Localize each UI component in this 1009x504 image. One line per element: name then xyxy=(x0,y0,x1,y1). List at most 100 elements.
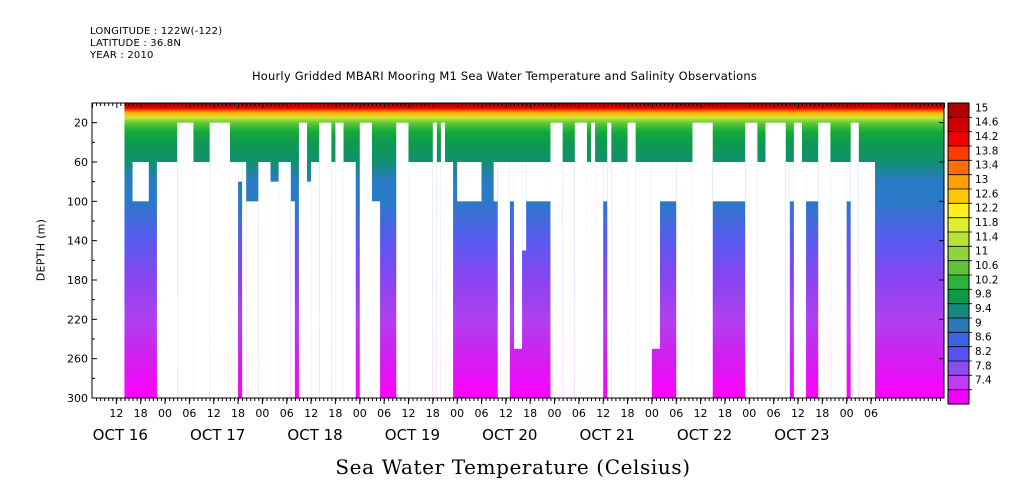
missing-data-gap xyxy=(513,162,523,349)
x-tick-label: 00 xyxy=(158,407,172,420)
missing-data-gap xyxy=(789,162,794,202)
missing-data-gap xyxy=(635,162,652,398)
x-axis-title: Sea Water Temperature (Celsius) xyxy=(335,455,691,479)
missing-data-gap xyxy=(343,162,356,398)
missing-data-gap xyxy=(311,162,320,398)
missing-data-gap xyxy=(627,122,636,399)
missing-data-gap xyxy=(522,162,527,251)
colorbar-label: 12.6 xyxy=(975,188,999,200)
colorbar-swatch xyxy=(948,160,969,176)
y-tick-label: 260 xyxy=(67,353,88,366)
missing-data-gap xyxy=(757,162,766,398)
chart-title: Hourly Gridded MBARI Mooring M1 Sea Wate… xyxy=(251,69,758,83)
longitude-label: LONGITUDE : 122W(-122) xyxy=(90,26,223,37)
colorbar-swatch xyxy=(948,303,969,319)
year-label: YEAR : 2010 xyxy=(90,50,154,61)
x-tick-label: 12 xyxy=(401,407,415,420)
missing-data-gap xyxy=(765,122,786,399)
colorbar-swatch xyxy=(948,232,969,247)
missing-data-gap xyxy=(242,162,247,398)
x-tick-label: 00 xyxy=(742,407,756,420)
colorbar-swatch xyxy=(948,318,969,333)
x-tick-label: 06 xyxy=(377,407,391,420)
missing-data-gap xyxy=(493,162,498,202)
missing-data-gap xyxy=(229,162,239,398)
colorbar-swatch xyxy=(948,189,969,204)
missing-data-gap xyxy=(509,162,514,202)
missing-data-gap xyxy=(793,122,802,399)
x-tick-label: 18 xyxy=(621,407,635,420)
colorbar-label: 14.6 xyxy=(975,117,999,129)
colorbar-label: 11.8 xyxy=(975,217,998,229)
x-tick-label: 06 xyxy=(280,407,294,420)
x-day-label: OCT 22 xyxy=(677,426,732,444)
colorbar-label: 7.8 xyxy=(975,360,992,372)
colorbar-swatch xyxy=(948,260,969,276)
missing-data-gap xyxy=(331,162,336,398)
colorbar-label: 9.8 xyxy=(975,289,992,301)
missing-data-gap xyxy=(676,162,693,398)
missing-data-gap xyxy=(246,201,259,398)
missing-data-gap xyxy=(408,162,433,398)
y-tick-label: 60 xyxy=(74,156,88,169)
x-tick-label: 06 xyxy=(474,407,488,420)
colorbar-label: 9 xyxy=(975,317,982,329)
colorbar-swatch xyxy=(948,332,969,348)
latitude-label: LATITUDE : 36.8N xyxy=(90,38,182,49)
x-day-label: OCT 23 xyxy=(774,426,829,444)
colorbar-swatch xyxy=(948,131,969,147)
missing-data-gap xyxy=(591,122,596,399)
colorbar-label: 9.4 xyxy=(975,303,992,315)
missing-data-gap xyxy=(335,122,344,399)
missing-data-gap xyxy=(278,162,291,398)
missing-data-gap xyxy=(802,162,807,398)
x-tick-label: 18 xyxy=(231,407,245,420)
colorbar-swatch xyxy=(948,174,969,190)
missing-data-gap xyxy=(692,122,713,399)
colorbar-swatch xyxy=(948,146,969,161)
x-tick-label: 00 xyxy=(840,407,854,420)
missing-data-gap xyxy=(806,162,819,202)
colorbar-label: 11.4 xyxy=(975,231,999,243)
missing-data-gap xyxy=(586,162,592,398)
missing-data-gap xyxy=(526,162,551,202)
colorbar-swatch xyxy=(948,103,969,118)
colorbar-swatch xyxy=(948,389,969,405)
missing-data-gap xyxy=(432,122,437,399)
x-tick-label: 06 xyxy=(182,407,196,420)
missing-data-gap xyxy=(850,122,859,399)
missing-data-gap xyxy=(290,201,295,398)
colorbar-label: 10.2 xyxy=(975,274,998,286)
missing-data-gap xyxy=(359,122,372,399)
colorbar-label: 13.8 xyxy=(975,145,998,157)
x-tick-label: 00 xyxy=(353,407,367,420)
missing-data-gap xyxy=(562,162,575,398)
colorbar-label: 12.2 xyxy=(975,203,998,215)
colorbar-swatch xyxy=(948,203,969,219)
missing-data-gap xyxy=(595,162,604,398)
missing-data-gap xyxy=(611,162,628,398)
x-tick-label: 00 xyxy=(548,407,562,420)
x-day-label: OCT 21 xyxy=(580,426,635,444)
y-tick-label: 220 xyxy=(67,313,88,326)
x-tick-label: 06 xyxy=(669,407,683,420)
colorbar-swatch xyxy=(948,217,969,233)
missing-data-gap xyxy=(712,162,746,202)
y-tick-label: 300 xyxy=(67,392,88,405)
colorbar-frame xyxy=(947,102,970,405)
missing-data-gap xyxy=(270,181,279,398)
missing-data-gap xyxy=(396,122,409,399)
missing-data-gap xyxy=(238,162,243,182)
colorbar-label: 14.2 xyxy=(975,131,998,143)
colorbar-swatch xyxy=(948,246,969,262)
missing-data-gap xyxy=(651,162,660,349)
x-tick-label: 12 xyxy=(694,407,708,420)
y-tick-label: 100 xyxy=(67,195,88,208)
x-tick-label: 00 xyxy=(255,407,269,420)
colorbar-label: 13.4 xyxy=(975,160,999,172)
colorbar-swatch xyxy=(948,375,969,391)
x-tick-label: 18 xyxy=(426,407,440,420)
missing-data-gap xyxy=(457,162,482,202)
missing-data-gap xyxy=(444,162,454,398)
